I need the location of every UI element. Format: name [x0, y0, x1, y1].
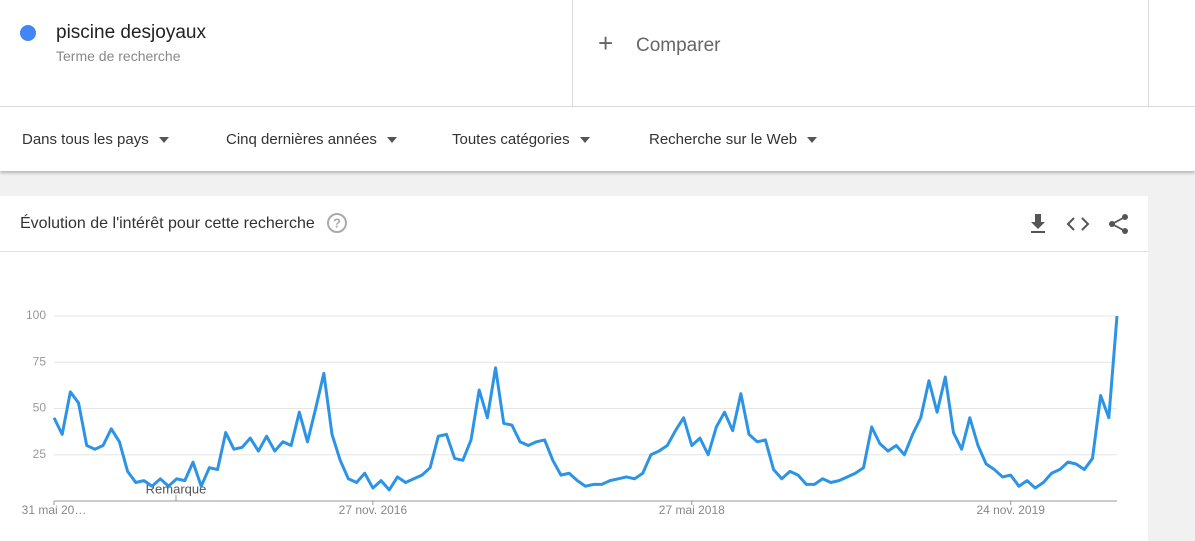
divider: [1148, 0, 1149, 106]
card-icons: [1031, 214, 1128, 234]
divider: [572, 0, 573, 106]
annotation: Remarque: [146, 481, 207, 496]
trend-line: [52, 315, 1119, 492]
y-tick-label: 25: [33, 447, 47, 461]
embed-icon[interactable]: [1066, 217, 1090, 231]
filter[interactable]: Cinq dernières années: [226, 131, 397, 148]
compare[interactable]: Comparer: [636, 35, 721, 56]
filter-bar: Dans tous les pays Cinq dernières années…: [0, 107, 1195, 171]
divider: [0, 251, 1148, 252]
search-term[interactable]: piscine desjoyaux: [56, 22, 206, 43]
x-tick-label: 27 nov. 2016: [339, 503, 408, 517]
y-tick-label: 100: [26, 308, 46, 322]
series-dot: [20, 25, 36, 41]
svg-text:?: ?: [333, 215, 341, 230]
card: Évolution de l'intérêt pour cette recher…: [0, 196, 1148, 541]
filter[interactable]: Toutes catégories: [452, 131, 590, 148]
card-title: Évolution de l'intérêt pour cette recher…: [20, 215, 315, 232]
share-icon[interactable]: [1109, 214, 1128, 234]
x-tick-label: 24 nov. 2019: [976, 503, 1045, 517]
filter[interactable]: Dans tous les pays: [22, 131, 169, 148]
x-tick-label: 27 mai 2018: [659, 503, 725, 517]
term-type: Terme de recherche: [56, 48, 181, 64]
help-icon[interactable]: ?: [325, 211, 349, 235]
chart: 25 50 75 100 31 mai 20… 27 nov. 2016 27 mai 20…: [22, 308, 1119, 517]
y-tick-label: 75: [33, 354, 47, 368]
download-icon[interactable]: [1031, 214, 1045, 233]
plus-icon[interactable]: +: [598, 28, 614, 58]
filter[interactable]: Recherche sur le Web: [649, 131, 817, 148]
header: piscine desjoyaux Terme de recherche + C…: [0, 0, 1195, 107]
x-tick-label: 31 mai 20…: [22, 503, 87, 517]
y-tick-label: 50: [33, 401, 47, 415]
